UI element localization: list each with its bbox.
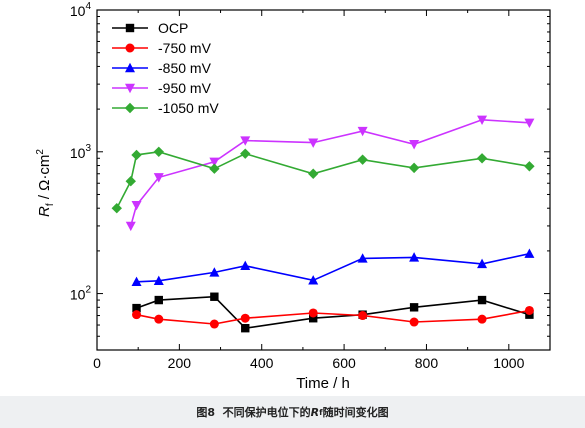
chart-figure: 0 200 400 600 800 1000 102 103 104 OCP -750 mV -85… — [35, 1, 551, 392]
data-point — [409, 252, 420, 262]
data-point — [131, 201, 142, 211]
data-point — [524, 305, 534, 315]
data-point — [240, 136, 251, 146]
series-1 — [132, 305, 534, 329]
data-point — [209, 157, 220, 167]
data-point — [357, 253, 368, 263]
data-point — [210, 292, 219, 301]
x-axis-label: Time / h — [296, 375, 350, 392]
y-tick-label: 103 — [70, 143, 92, 161]
data-point — [308, 138, 319, 148]
y-axis-label-subscript: f — [45, 203, 56, 206]
data-point — [477, 258, 488, 269]
caption-symbol-subscript: f — [319, 407, 323, 417]
plot-frame — [96, 9, 551, 351]
legend-label: -1050 mV — [158, 100, 219, 116]
data-point — [409, 140, 420, 150]
legend-label: -750 mV — [158, 40, 212, 56]
caption-figure-number: 图8 — [196, 406, 215, 419]
series-line — [130, 118, 530, 227]
data-point — [309, 314, 318, 323]
data-point — [357, 154, 368, 165]
data-point — [125, 176, 136, 187]
y-tick-label: 102 — [70, 285, 92, 303]
data-point — [132, 310, 142, 320]
data-point — [240, 313, 250, 323]
data-point — [209, 267, 220, 277]
data-point — [209, 163, 220, 174]
data-point — [241, 323, 250, 333]
data-point — [524, 248, 535, 258]
data-point — [240, 148, 251, 159]
data-point — [111, 203, 122, 214]
data-point — [125, 221, 136, 232]
data-point — [476, 153, 488, 164]
legend-marker — [125, 43, 135, 53]
y-axis-label-superscript: 2 — [35, 149, 46, 155]
data-point — [477, 314, 487, 324]
caption-text-after: 随时间变化图 — [322, 406, 389, 419]
data-point — [153, 275, 164, 286]
caption-text-before: 不同保护电位下的 — [222, 406, 311, 419]
caption-symbol: R — [310, 405, 320, 419]
data-point — [131, 276, 142, 287]
data-point — [308, 168, 319, 179]
legend-marker — [125, 23, 135, 33]
data-point — [358, 311, 368, 321]
data-point — [154, 295, 163, 305]
data-point — [477, 295, 487, 305]
data-point — [308, 275, 319, 285]
data-point — [408, 162, 420, 174]
legend-marker — [124, 102, 136, 114]
series-line — [136, 252, 530, 283]
legend-label: -950 mV — [158, 80, 212, 96]
data-point — [153, 146, 164, 157]
y-axis-label-unit: / Ω·cm — [36, 155, 53, 204]
x-tick-label: 1000 — [493, 355, 524, 371]
series-4 — [111, 146, 535, 214]
data-point — [477, 115, 488, 126]
data-point — [132, 303, 141, 313]
x-tick-label: 400 — [250, 355, 274, 371]
data-point — [357, 126, 368, 137]
series-2 — [131, 248, 535, 287]
series-line — [116, 150, 530, 209]
x-tick-label: 600 — [332, 355, 356, 371]
data-point — [240, 260, 251, 271]
data-point — [524, 161, 535, 172]
x-tick-label: 800 — [415, 355, 439, 371]
data-point — [131, 149, 142, 161]
legend-label: OCP — [158, 20, 188, 36]
chart-svg: 0 200 400 600 800 1000 102 103 104 OCP -750 mV -85… — [35, 1, 551, 392]
x-tick-label: 200 — [168, 355, 192, 371]
x-tick-label: 0 — [93, 355, 101, 371]
data-point — [154, 314, 164, 324]
legend-label: -850 mV — [158, 60, 212, 76]
data-point — [153, 173, 164, 183]
data-point — [409, 303, 419, 312]
data-point — [524, 118, 535, 129]
series-3 — [125, 115, 535, 232]
series-0 — [132, 292, 534, 333]
y-axis-label: Rf / Ω·cm2 — [35, 149, 56, 217]
series-line — [136, 295, 530, 330]
y-axis-label-symbol: R — [36, 206, 53, 217]
y-tick-label: 104 — [70, 1, 92, 19]
data-point — [209, 319, 219, 329]
data-point — [308, 308, 318, 318]
legend-marker — [125, 62, 135, 73]
legend-marker — [125, 83, 135, 94]
data-point — [409, 317, 419, 327]
